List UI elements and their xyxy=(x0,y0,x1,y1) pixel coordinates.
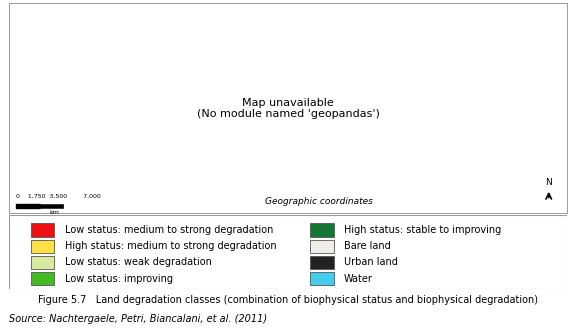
Bar xyxy=(31,223,55,237)
Text: Water: Water xyxy=(344,274,373,284)
Bar xyxy=(31,272,55,285)
Text: High status: stable to improving: High status: stable to improving xyxy=(344,225,501,235)
Text: High status: medium to strong degradation: High status: medium to strong degradatio… xyxy=(65,241,276,251)
Text: Low status: medium to strong degradation: Low status: medium to strong degradation xyxy=(65,225,273,235)
Text: Low status: weak degradation: Low status: weak degradation xyxy=(65,258,211,267)
Text: Low status: improving: Low status: improving xyxy=(65,274,173,284)
Bar xyxy=(310,256,334,269)
Polygon shape xyxy=(16,204,40,209)
Text: Source: Nachtergaele, Petri, Biancalani, et al. (2011): Source: Nachtergaele, Petri, Biancalani,… xyxy=(9,314,267,324)
Bar xyxy=(31,240,55,253)
Bar xyxy=(310,223,334,237)
Bar xyxy=(310,272,334,285)
Text: Bare land: Bare land xyxy=(344,241,391,251)
Text: N: N xyxy=(545,178,552,187)
Text: km: km xyxy=(49,210,59,215)
Text: Geographic coordinates: Geographic coordinates xyxy=(265,197,373,206)
Text: Map unavailable
(No module named 'geopandas'): Map unavailable (No module named 'geopan… xyxy=(196,98,380,119)
Polygon shape xyxy=(40,204,63,209)
Text: Urban land: Urban land xyxy=(344,258,398,267)
FancyBboxPatch shape xyxy=(9,215,567,289)
Text: Figure 5.7   Land degradation classes (combination of biophysical status and bio: Figure 5.7 Land degradation classes (com… xyxy=(38,295,538,305)
Bar xyxy=(310,240,334,253)
Text: 0    1,750  3,500        7,000: 0 1,750 3,500 7,000 xyxy=(16,194,101,199)
Bar xyxy=(31,256,55,269)
